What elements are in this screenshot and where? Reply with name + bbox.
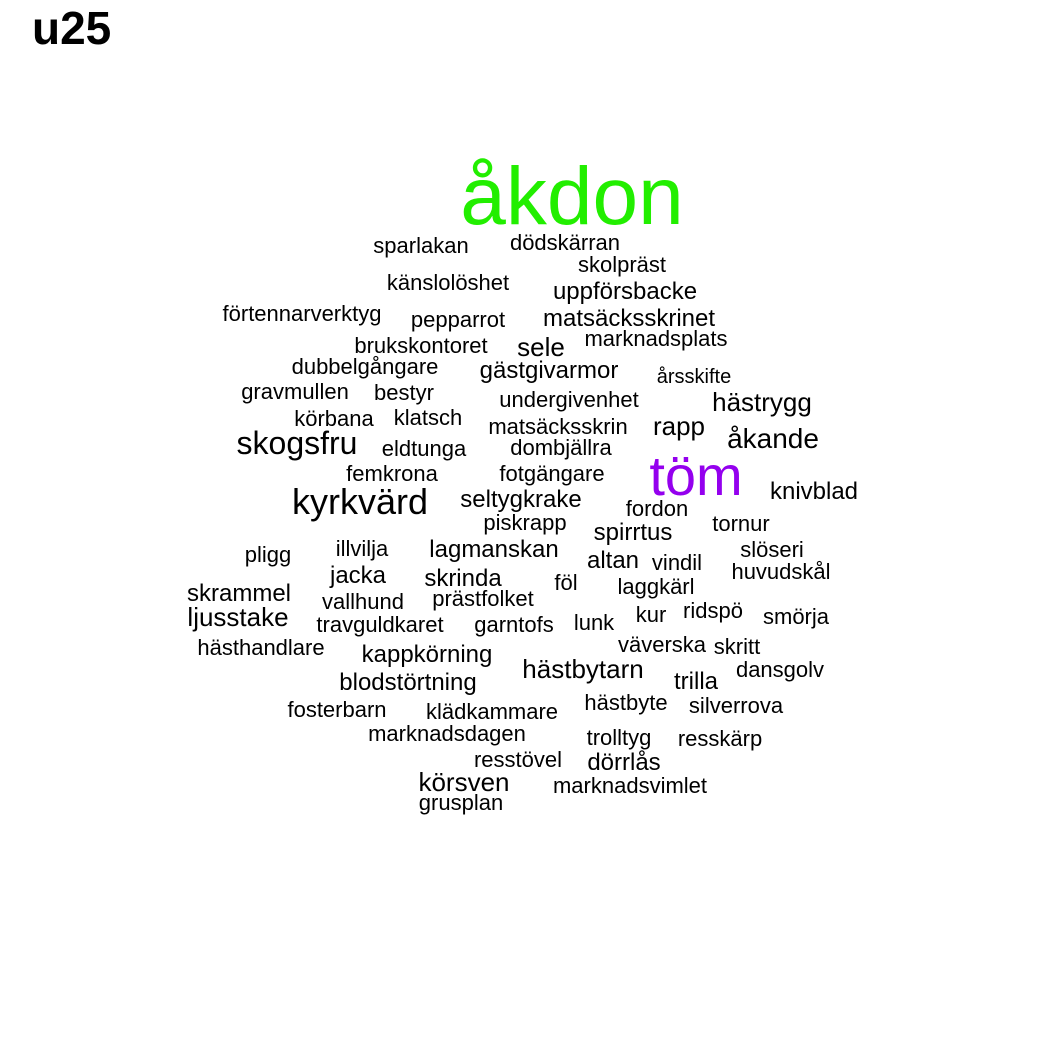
cloud-word: marknadsvimlet bbox=[552, 773, 708, 798]
cloud-word: resstövel bbox=[473, 747, 563, 772]
page-title: u25 bbox=[32, 2, 112, 54]
cloud-word: jacka bbox=[329, 562, 387, 589]
cloud-word: pepparrot bbox=[410, 307, 506, 332]
cloud-word: pligg bbox=[244, 542, 292, 567]
cloud-word: skolpräst bbox=[577, 252, 667, 277]
cloud-word: klädkammare bbox=[425, 699, 559, 724]
cloud-word: femkrona bbox=[346, 461, 438, 486]
cloud-word: dörrlås bbox=[587, 749, 661, 776]
cloud-word: vallhund bbox=[322, 589, 404, 614]
cloud-word: kyrkvärd bbox=[291, 481, 429, 522]
cloud-word: ridspö bbox=[683, 598, 743, 623]
cloud-word: blodstörtning bbox=[339, 669, 477, 696]
cloud-word: silverrova bbox=[688, 693, 784, 718]
cloud-word: förtennarverktyg bbox=[222, 301, 382, 326]
cloud-word: skrammel bbox=[186, 580, 292, 607]
cloud-word: uppförsbacke bbox=[552, 278, 698, 305]
cloud-word: sparlakan bbox=[373, 233, 469, 258]
cloud-word: skrinda bbox=[424, 565, 502, 592]
cloud-word: kappkörning bbox=[361, 641, 493, 668]
cloud-word: undergivenhet bbox=[499, 387, 639, 412]
cloud-word: dubbelgångare bbox=[291, 354, 439, 379]
cloud-word: ljusstake bbox=[187, 602, 289, 632]
cloud-word: årsskifte bbox=[656, 366, 732, 388]
cloud-word: piskrapp bbox=[483, 510, 567, 535]
cloud-word: fordon bbox=[625, 496, 689, 521]
cloud-word: lagmanskan bbox=[429, 536, 559, 563]
cloud-word: garntofs bbox=[474, 612, 554, 637]
cloud-word: brukskontoret bbox=[354, 333, 488, 358]
cloud-word: trilla bbox=[673, 668, 719, 695]
cloud-word: gästgivarmor bbox=[479, 357, 619, 384]
cloud-word: spirrtus bbox=[593, 519, 673, 546]
cloud-word: tornur bbox=[712, 511, 770, 536]
cloud-word: rapp bbox=[652, 411, 706, 441]
cloud-word: seltygkrake bbox=[460, 486, 582, 513]
cloud-word: känslolöshet bbox=[386, 270, 510, 295]
cloud-word: körsven bbox=[418, 767, 510, 797]
cloud-word: klatsch bbox=[393, 405, 463, 430]
cloud-word: altan bbox=[586, 547, 640, 574]
cloud-word: dödskärran bbox=[509, 230, 621, 255]
cloud-word: gravmullen bbox=[241, 379, 349, 404]
cloud-word: vindil bbox=[651, 550, 703, 575]
cloud-word: skritt bbox=[713, 634, 761, 659]
cloud-word: prästfolket bbox=[432, 586, 534, 611]
cloud-word: dombjällra bbox=[510, 435, 612, 460]
cloud-word: marknadsdagen bbox=[368, 721, 526, 746]
cloud-word: knivblad bbox=[769, 478, 859, 505]
cloud-word: lunk bbox=[573, 610, 615, 635]
cloud-word: åkande bbox=[727, 423, 819, 454]
cloud-word: hästbytarn bbox=[522, 654, 644, 684]
cloud-word: huvudskål bbox=[731, 559, 831, 584]
cloud-word: töm bbox=[649, 444, 743, 507]
cloud-word: väverska bbox=[617, 632, 707, 657]
cloud-word: matsäcksskrin bbox=[488, 414, 628, 439]
cloud-word: körbana bbox=[294, 406, 374, 431]
cloud-word: bestyr bbox=[374, 380, 434, 405]
cloud-word: trolltyg bbox=[586, 725, 652, 750]
cloud-word: illvilja bbox=[335, 536, 389, 561]
cloud-word: resskärp bbox=[677, 726, 763, 751]
cloud-word: åkdon bbox=[460, 151, 684, 242]
cloud-word: fosterbarn bbox=[287, 697, 387, 722]
cloud-word: laggkärl bbox=[617, 574, 695, 599]
cloud-word: dansgolv bbox=[735, 657, 825, 682]
cloud-word: föl bbox=[554, 570, 578, 595]
cloud-word: sele bbox=[517, 332, 565, 362]
cloud-word: hästrygg bbox=[712, 387, 812, 417]
cloud-word: matsäcksskrinet bbox=[542, 305, 716, 332]
cloud-word: hästbyte bbox=[584, 690, 668, 715]
cloud-word: grusplan bbox=[418, 790, 504, 815]
cloud-word: kur bbox=[635, 602, 667, 627]
cloud-word: smörja bbox=[762, 604, 830, 629]
cloud-word: travguldkaret bbox=[316, 612, 444, 637]
cloud-word: hästhandlare bbox=[197, 635, 325, 660]
cloud-word: skogsfru bbox=[236, 425, 358, 461]
cloud-word: marknadsplats bbox=[584, 326, 728, 351]
cloud-word: fotgängare bbox=[499, 461, 605, 486]
cloud-word: eldtunga bbox=[381, 436, 467, 461]
cloud-word: slöseri bbox=[740, 537, 804, 562]
